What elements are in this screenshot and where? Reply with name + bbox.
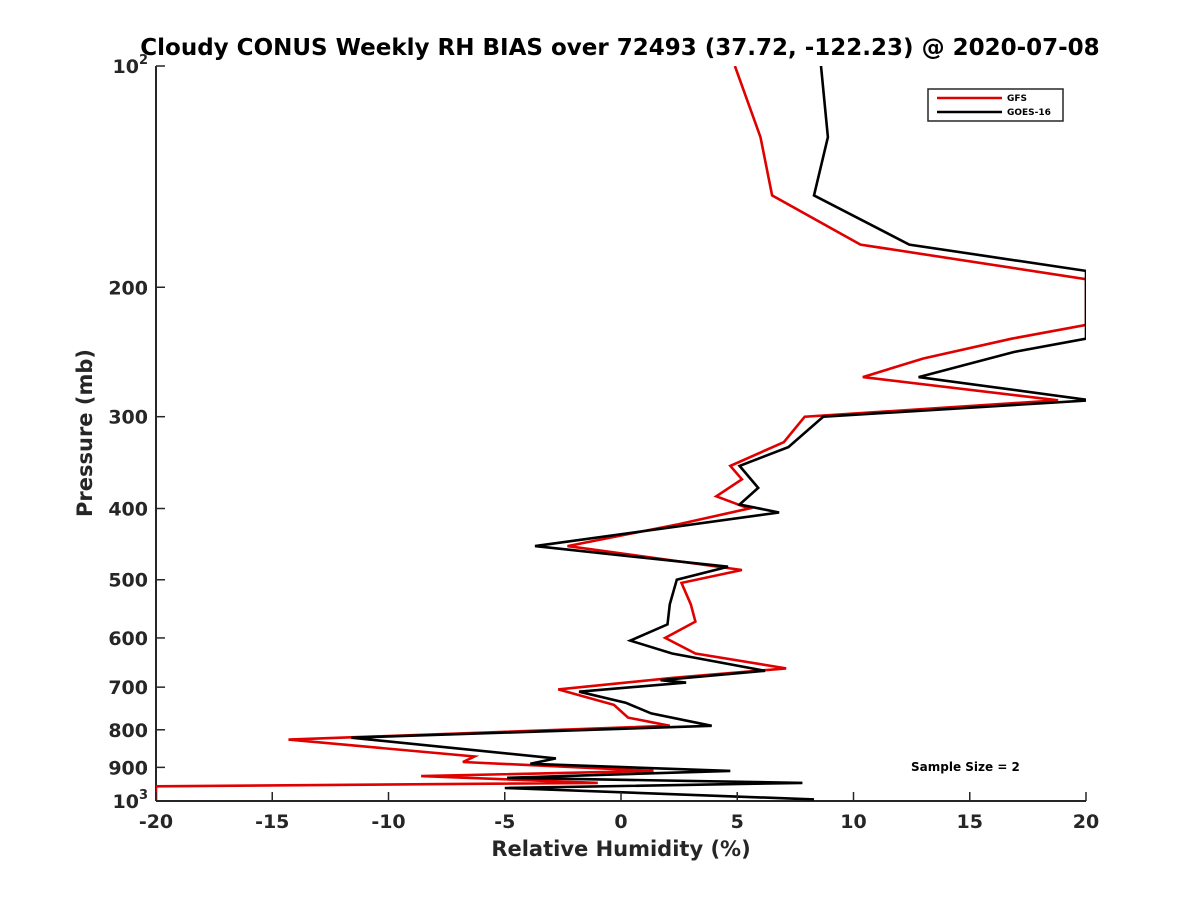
legend-label: GOES-16 [1007,108,1051,118]
x-tick-label: -5 [494,811,515,833]
chart-title: Cloudy CONUS Weekly RH BIAS over 72493 (… [140,35,1099,61]
x-tick-label: 10 [840,811,866,833]
series-line-goes-16 [351,66,1086,801]
plot-area [155,66,1086,802]
legend-label: GFS [1007,94,1027,104]
legend: GFS GOES-16 [927,88,1064,122]
x-tick-label: 15 [957,811,983,833]
series-line-gfs [156,66,1086,801]
y-tick-label: 500 [108,570,148,592]
y-tick-label: 600 [108,628,148,650]
x-tick-label: 20 [1073,811,1099,833]
legend-box [927,88,1064,122]
y-tick-label: 700 [108,677,148,699]
x-tick-label: -15 [255,811,289,833]
y-tick-label: 400 [108,499,148,521]
y-tick-label: 900 [108,757,148,779]
x-axis-ticks: -20 -15 -10 -5 0 5 10 15 20 [139,792,1099,833]
x-tick-label: -20 [139,811,173,833]
y-axis-label: Pressure (mb) [73,349,97,517]
y-tick-label: 103 [113,788,149,813]
plot-background [156,66,1086,801]
sample-size-annotation: Sample Size = 2 [911,760,1020,774]
x-axis-label: Relative Humidity (%) [491,837,750,861]
y-axis-ticks: 102 200 300 400 500 600 700 800 900 103 [108,53,165,813]
x-tick-label: 0 [614,811,627,833]
series-group [156,66,1086,801]
y-tick-label: 200 [108,277,148,299]
x-tick-label: 5 [731,811,744,833]
y-tick-label: 300 [108,407,148,429]
x-tick-label: -10 [371,811,405,833]
y-tick-label: 102 [113,53,149,78]
y-tick-label: 800 [108,720,148,742]
